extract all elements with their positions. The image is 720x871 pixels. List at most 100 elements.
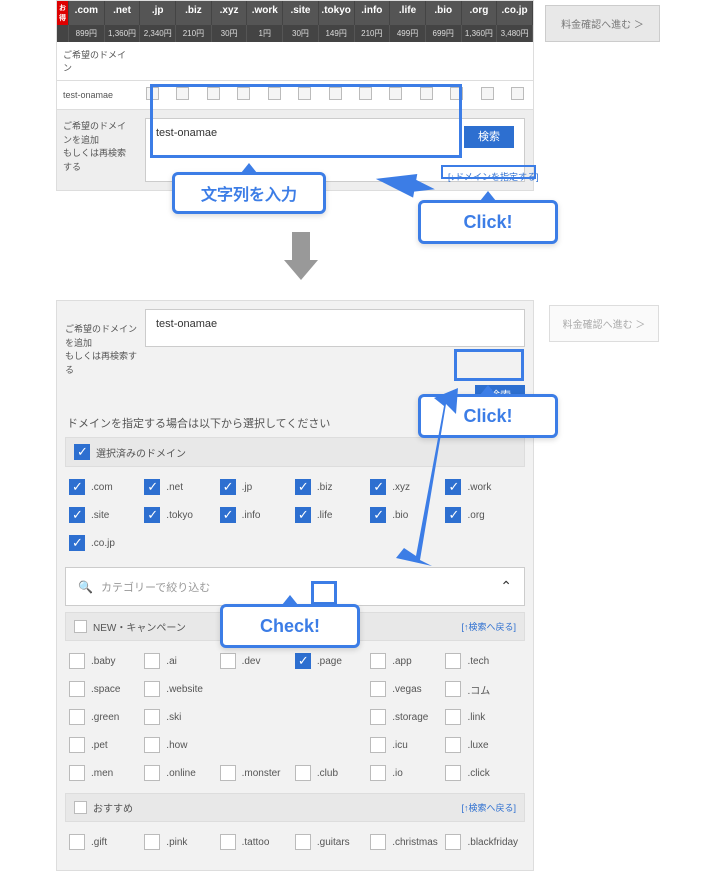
tld-option[interactable]: .tattoo bbox=[220, 828, 295, 856]
tld-checkbox[interactable] bbox=[69, 834, 85, 850]
tld-option[interactable]: .guitars bbox=[295, 828, 370, 856]
tld-checkbox[interactable] bbox=[511, 87, 524, 100]
tld-checkbox[interactable] bbox=[144, 765, 160, 781]
tld-option[interactable]: .club bbox=[295, 759, 370, 787]
tld-option[interactable] bbox=[295, 731, 370, 759]
tld-checkbox[interactable] bbox=[220, 653, 236, 669]
tld-option[interactable]: .click bbox=[445, 759, 520, 787]
tld-option[interactable]: .tech bbox=[445, 647, 520, 675]
tld-option[interactable]: .online bbox=[144, 759, 219, 787]
tld-option[interactable]: .pet bbox=[69, 731, 144, 759]
tld-option[interactable]: .luxe bbox=[445, 731, 520, 759]
tld-checkbox[interactable] bbox=[144, 507, 160, 523]
tld-option[interactable]: .app bbox=[370, 647, 445, 675]
tld-option[interactable]: .storage bbox=[370, 703, 445, 731]
new-header-checkbox[interactable] bbox=[74, 620, 87, 633]
tld-checkbox[interactable] bbox=[481, 87, 494, 100]
tld-checkbox[interactable] bbox=[445, 709, 461, 725]
tld-option[interactable]: .life bbox=[295, 501, 370, 529]
tld-option[interactable]: .blackfriday bbox=[445, 828, 520, 856]
tld-checkbox[interactable] bbox=[144, 681, 160, 697]
tld-option[interactable]: .io bbox=[370, 759, 445, 787]
tld-option[interactable]: .ai bbox=[144, 647, 219, 675]
tld-option[interactable]: .men bbox=[69, 759, 144, 787]
tld-checkbox[interactable] bbox=[370, 653, 386, 669]
tld-option[interactable]: .info bbox=[220, 501, 295, 529]
tld-option[interactable]: .pink bbox=[144, 828, 219, 856]
tld-option[interactable]: .ski bbox=[144, 703, 219, 731]
tld-checkbox[interactable] bbox=[370, 709, 386, 725]
tld-option[interactable]: .biz bbox=[295, 473, 370, 501]
tld-checkbox[interactable] bbox=[445, 765, 461, 781]
tld-checkbox[interactable] bbox=[220, 479, 236, 495]
tld-header-cell: SALE.jp bbox=[140, 1, 176, 25]
tld-price-row: 899円1,360円2,340円210円30円1円30円149円210円499円… bbox=[57, 25, 533, 42]
tld-checkbox[interactable] bbox=[295, 834, 311, 850]
tld-checkbox[interactable] bbox=[69, 737, 85, 753]
tld-checkbox[interactable] bbox=[69, 765, 85, 781]
tld-option[interactable]: .コム bbox=[445, 675, 520, 703]
tld-option[interactable]: .dev bbox=[220, 647, 295, 675]
tld-checkbox[interactable] bbox=[144, 834, 160, 850]
tld-option[interactable]: .baby bbox=[69, 647, 144, 675]
tld-option[interactable]: .monster bbox=[220, 759, 295, 787]
tld-option[interactable]: .com bbox=[69, 473, 144, 501]
tld-option[interactable] bbox=[220, 675, 295, 703]
tld-checkbox[interactable] bbox=[144, 737, 160, 753]
tld-option[interactable]: .link bbox=[445, 703, 520, 731]
tld-option[interactable]: .vegas bbox=[370, 675, 445, 703]
back-to-search-link-1[interactable]: [↑検索へ戻る] bbox=[461, 620, 516, 633]
tld-checkbox[interactable] bbox=[220, 507, 236, 523]
tld-option[interactable]: .green bbox=[69, 703, 144, 731]
tld-option[interactable]: .website bbox=[144, 675, 219, 703]
tld-checkbox[interactable] bbox=[220, 834, 236, 850]
tld-option[interactable]: .icu bbox=[370, 731, 445, 759]
tld-checkbox[interactable] bbox=[370, 765, 386, 781]
tld-checkbox[interactable] bbox=[295, 653, 311, 669]
tld-option[interactable] bbox=[220, 731, 295, 759]
tld-checkbox[interactable] bbox=[295, 765, 311, 781]
tld-checkbox[interactable] bbox=[144, 709, 160, 725]
tld-checkbox[interactable] bbox=[445, 737, 461, 753]
tld-checkbox[interactable] bbox=[69, 535, 85, 551]
tld-label: .club bbox=[317, 768, 338, 779]
tld-checkbox[interactable] bbox=[445, 681, 461, 697]
tld-option[interactable]: .christmas bbox=[370, 828, 445, 856]
tld-option[interactable]: .co.jp bbox=[69, 529, 144, 557]
tld-checkbox[interactable] bbox=[69, 681, 85, 697]
tld-option[interactable]: .gift bbox=[69, 828, 144, 856]
rec-header-checkbox[interactable] bbox=[74, 801, 87, 814]
tld-checkbox[interactable] bbox=[144, 653, 160, 669]
tld-checkbox[interactable] bbox=[69, 709, 85, 725]
tld-checkbox[interactable] bbox=[370, 479, 386, 495]
tld-checkbox[interactable] bbox=[144, 479, 160, 495]
selected-header-checkbox[interactable] bbox=[74, 444, 90, 460]
tld-checkbox[interactable] bbox=[220, 765, 236, 781]
tld-checkbox[interactable] bbox=[295, 479, 311, 495]
tld-checkbox[interactable] bbox=[445, 834, 461, 850]
search-input-bottom[interactable]: test-onamae bbox=[145, 309, 525, 347]
tld-checkbox[interactable] bbox=[295, 507, 311, 523]
tld-option[interactable] bbox=[295, 703, 370, 731]
tld-option[interactable] bbox=[295, 675, 370, 703]
tld-checkbox[interactable] bbox=[370, 681, 386, 697]
tld-option[interactable] bbox=[220, 703, 295, 731]
search-button-top[interactable]: 検索 bbox=[464, 126, 514, 148]
tld-checkbox[interactable] bbox=[69, 479, 85, 495]
tld-option[interactable]: .page bbox=[295, 647, 370, 675]
back-to-search-link-2[interactable]: [↑検索へ戻る] bbox=[461, 801, 516, 814]
tld-checkbox[interactable] bbox=[69, 507, 85, 523]
tld-option[interactable]: .jp bbox=[220, 473, 295, 501]
tld-checkbox[interactable] bbox=[445, 653, 461, 669]
tld-checkbox[interactable] bbox=[370, 834, 386, 850]
tld-checkbox[interactable] bbox=[370, 737, 386, 753]
tld-option[interactable]: .how bbox=[144, 731, 219, 759]
tld-checkbox[interactable] bbox=[370, 507, 386, 523]
tld-option[interactable]: .net bbox=[144, 473, 219, 501]
tld-option[interactable]: .space bbox=[69, 675, 144, 703]
tld-option[interactable]: .site bbox=[69, 501, 144, 529]
proceed-pricing-button[interactable]: 料金確認へ進む ＞ bbox=[545, 5, 660, 42]
tld-checkbox[interactable] bbox=[69, 653, 85, 669]
tld-option[interactable]: .tokyo bbox=[144, 501, 219, 529]
proceed-pricing-button-2[interactable]: 料金確認へ進む ＞ bbox=[549, 305, 659, 342]
